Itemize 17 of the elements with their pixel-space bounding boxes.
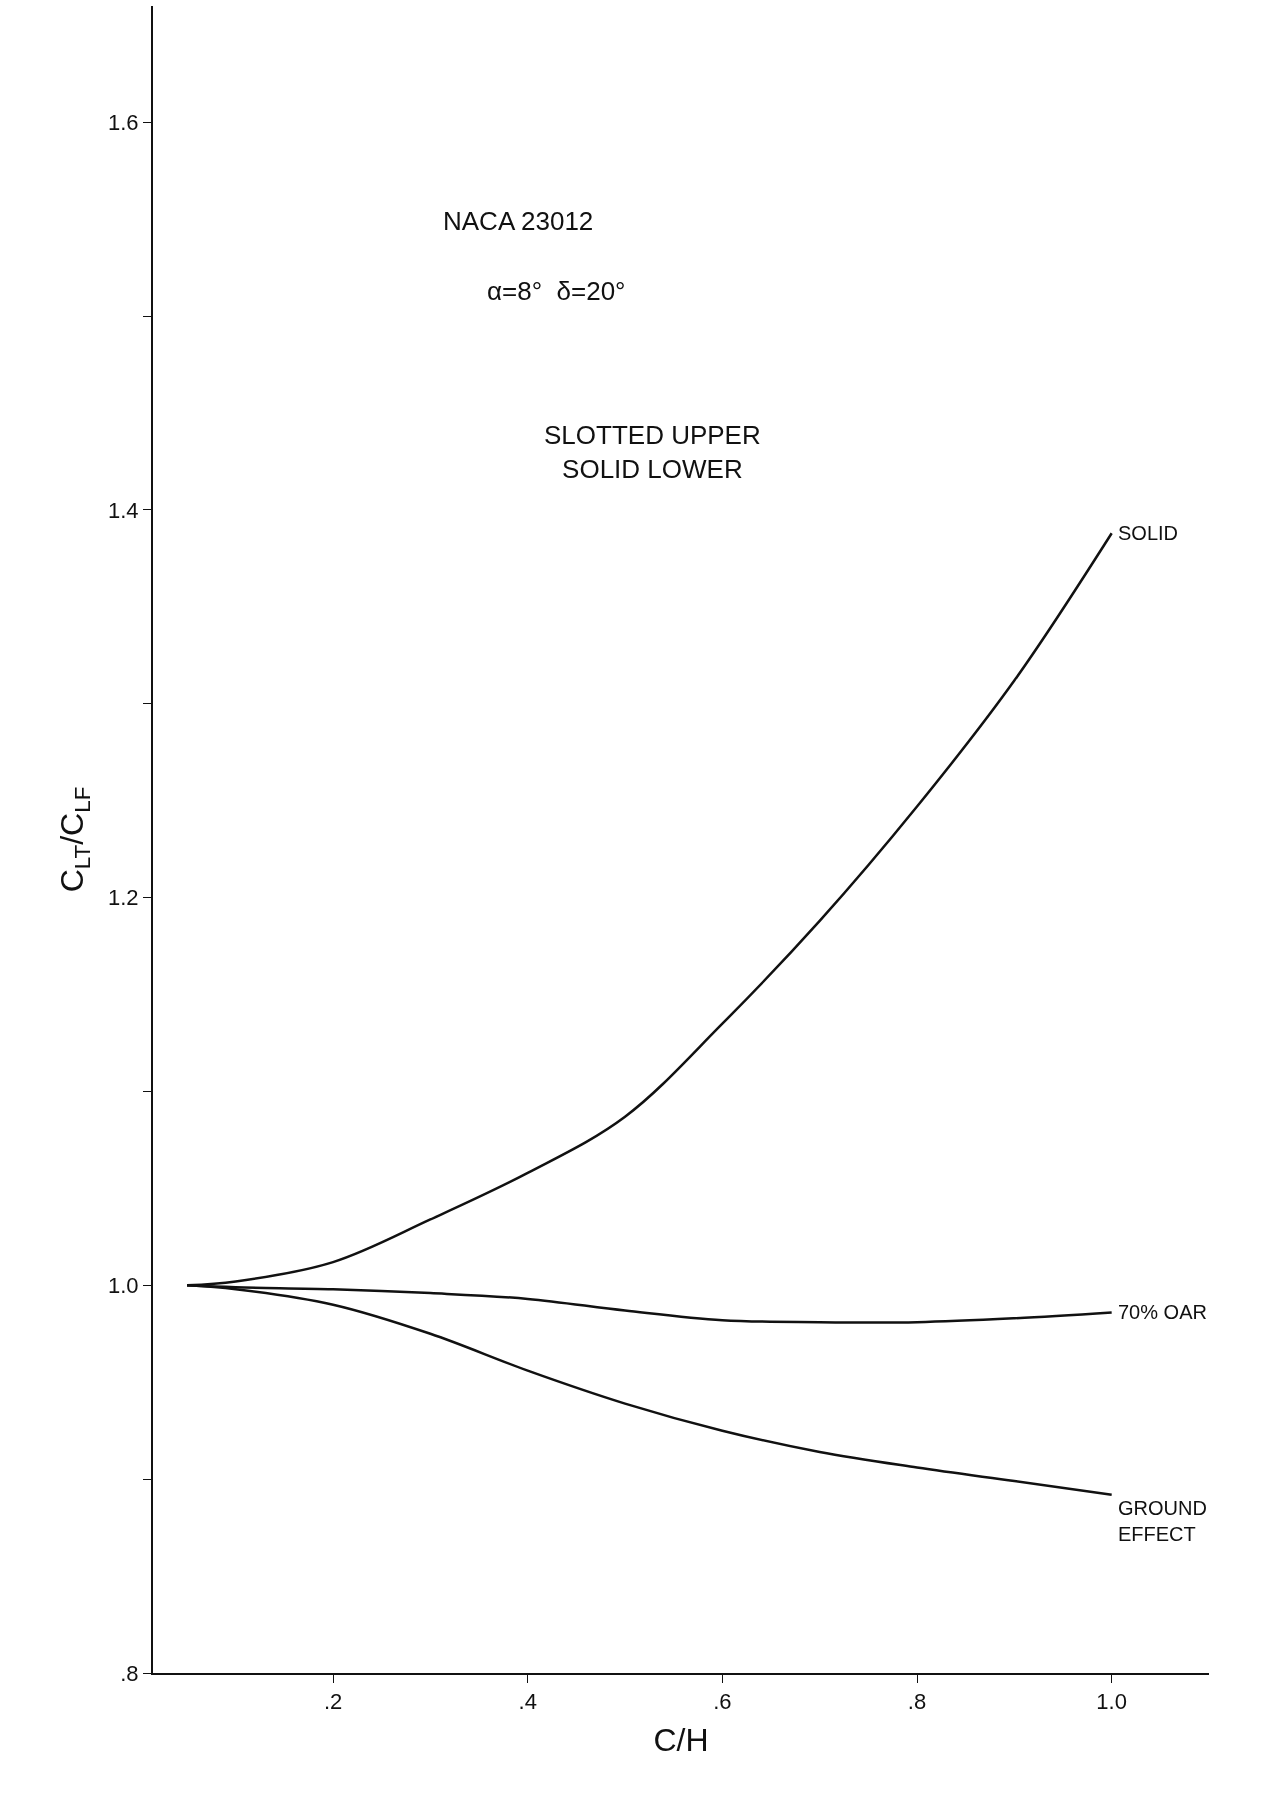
x-tick-label: .8 xyxy=(907,1689,927,1715)
y-tick-label: 1.4 xyxy=(108,497,139,523)
annotation: NACA 23012 xyxy=(443,206,594,236)
y-tick-label: 1.2 xyxy=(108,885,139,911)
series-label: GROUND EFFECT xyxy=(1118,1497,1207,1545)
x-tick-label: .2 xyxy=(323,1689,343,1715)
series-label: 70% OAR xyxy=(1118,1301,1207,1323)
y-tick-label: .8 xyxy=(120,1660,139,1686)
y-tick-label: 1.6 xyxy=(108,110,139,135)
x-tick-label: .6 xyxy=(713,1689,732,1715)
x-axis-title: C/H xyxy=(653,1721,709,1758)
annotation: α=8° δ=20° xyxy=(487,276,626,306)
annotation: SLOTTED UPPER SOLID LOWER xyxy=(544,420,761,484)
x-tick-label: .4 xyxy=(518,1689,537,1715)
series-label: SOLID xyxy=(1118,522,1179,544)
y-tick-label: 1.0 xyxy=(108,1273,139,1299)
x-tick-label: 1.0 xyxy=(1096,1689,1127,1715)
